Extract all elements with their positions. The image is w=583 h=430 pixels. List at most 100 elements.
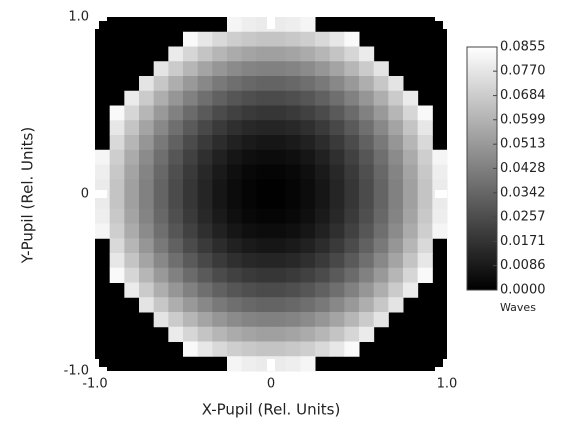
heatmap-cell <box>344 179 360 195</box>
heatmap-cell <box>285 179 301 195</box>
heatmap-cell <box>300 312 316 328</box>
heatmap-cell <box>329 61 345 77</box>
heatmap-cell <box>271 90 287 106</box>
heatmap-cell <box>373 179 389 195</box>
heatmap-cell <box>241 208 257 224</box>
heatmap-cell <box>256 120 272 136</box>
heatmap-cell <box>256 46 272 62</box>
heatmap-cell <box>241 120 257 136</box>
heatmap-cell <box>359 61 375 77</box>
heatmap-cell <box>212 149 228 165</box>
heatmap-cell <box>417 238 433 254</box>
heatmap-cell <box>241 31 257 47</box>
heatmap-cell <box>241 223 257 239</box>
heatmap-cell <box>417 267 433 283</box>
x-tick-label: 1.0 <box>437 377 458 392</box>
heatmap-cell <box>109 208 125 224</box>
heatmap-cell <box>124 149 140 165</box>
heatmap-cell <box>227 282 243 298</box>
heatmap-cell <box>373 194 389 210</box>
heatmap-cell <box>241 297 257 313</box>
heatmap-cell <box>359 149 375 165</box>
heatmap-cell <box>139 208 155 224</box>
heatmap-cell <box>183 267 199 283</box>
heatmap-cell <box>109 223 125 239</box>
heatmap-cell <box>256 312 272 328</box>
heatmap-cell <box>359 208 375 224</box>
heatmap-cell <box>227 31 243 47</box>
heatmap-cell <box>315 253 331 269</box>
heatmap-cell <box>153 282 169 298</box>
heatmap-cell <box>256 238 272 254</box>
heatmap-cell <box>432 223 448 239</box>
heatmap-cell <box>212 208 228 224</box>
heatmap-cell <box>212 31 228 47</box>
heatmap-cell <box>315 61 331 77</box>
heatmap-cell <box>95 164 111 180</box>
heatmap-cell <box>315 326 331 342</box>
heatmap-cell <box>183 31 199 47</box>
heatmap-cell <box>417 253 433 269</box>
heatmap-cell <box>153 149 169 165</box>
heatmap-cell <box>183 46 199 62</box>
heatmap-cell <box>271 282 287 298</box>
heatmap-cell <box>256 282 272 298</box>
heatmap-cell <box>153 194 169 210</box>
heatmap-cell <box>168 312 184 328</box>
heatmap-cell <box>241 46 257 62</box>
heatmap-cell <box>212 135 228 151</box>
heatmap-cell <box>212 46 228 62</box>
heatmap-cell <box>300 326 316 342</box>
heatmap-cell <box>300 238 316 254</box>
heatmap-cell <box>139 105 155 121</box>
colorbar-tick-label: 0.0257 <box>500 209 546 224</box>
heatmap-cell <box>212 326 228 342</box>
heatmap-cell <box>212 90 228 106</box>
heatmap-cell <box>168 238 184 254</box>
heatmap-cell <box>315 46 331 62</box>
heatmap-cell <box>241 326 257 342</box>
heatmap-cell <box>168 61 184 77</box>
heatmap-cell <box>256 267 272 283</box>
heatmap-cell <box>153 179 169 195</box>
heatmap-cell <box>300 253 316 269</box>
heatmap-cell <box>285 282 301 298</box>
colorbar-tick-label: 0.0428 <box>500 161 546 176</box>
heatmap-cell <box>373 105 389 121</box>
heatmap-cell <box>139 297 155 313</box>
heatmap-cell <box>227 223 243 239</box>
heatmap-cell <box>329 135 345 151</box>
heatmap-cell <box>403 253 419 269</box>
heatmap-cell <box>300 31 316 47</box>
heatmap-cell <box>227 297 243 313</box>
heatmap-cell <box>183 253 199 269</box>
heatmap-cell <box>241 341 257 357</box>
heatmap-cell <box>183 149 199 165</box>
heatmap-cell <box>403 267 419 283</box>
heatmap-cell <box>183 135 199 151</box>
heatmap-cell <box>168 282 184 298</box>
heatmap-cell <box>417 135 433 151</box>
heatmap-cell <box>359 105 375 121</box>
heatmap-cell <box>285 149 301 165</box>
heatmap-cell <box>183 208 199 224</box>
heatmap-cell <box>300 46 316 62</box>
heatmap-cell <box>183 223 199 239</box>
y-tick-label: 1.0 <box>68 10 89 25</box>
heatmap-cell <box>109 164 125 180</box>
heatmap-cell <box>168 135 184 151</box>
heatmap-cell <box>344 149 360 165</box>
heatmap-cell <box>168 105 184 121</box>
heatmap-cell <box>124 208 140 224</box>
heatmap-cell <box>344 267 360 283</box>
heatmap-cell <box>139 238 155 254</box>
heatmap-cell <box>285 90 301 106</box>
heatmap-cell <box>344 223 360 239</box>
heatmap-cell <box>139 149 155 165</box>
heatmap-cell <box>359 238 375 254</box>
heatmap-cell <box>227 105 243 121</box>
heatmap-cell <box>417 194 433 210</box>
heatmap-cell <box>227 120 243 136</box>
heatmap-cell <box>329 312 345 328</box>
